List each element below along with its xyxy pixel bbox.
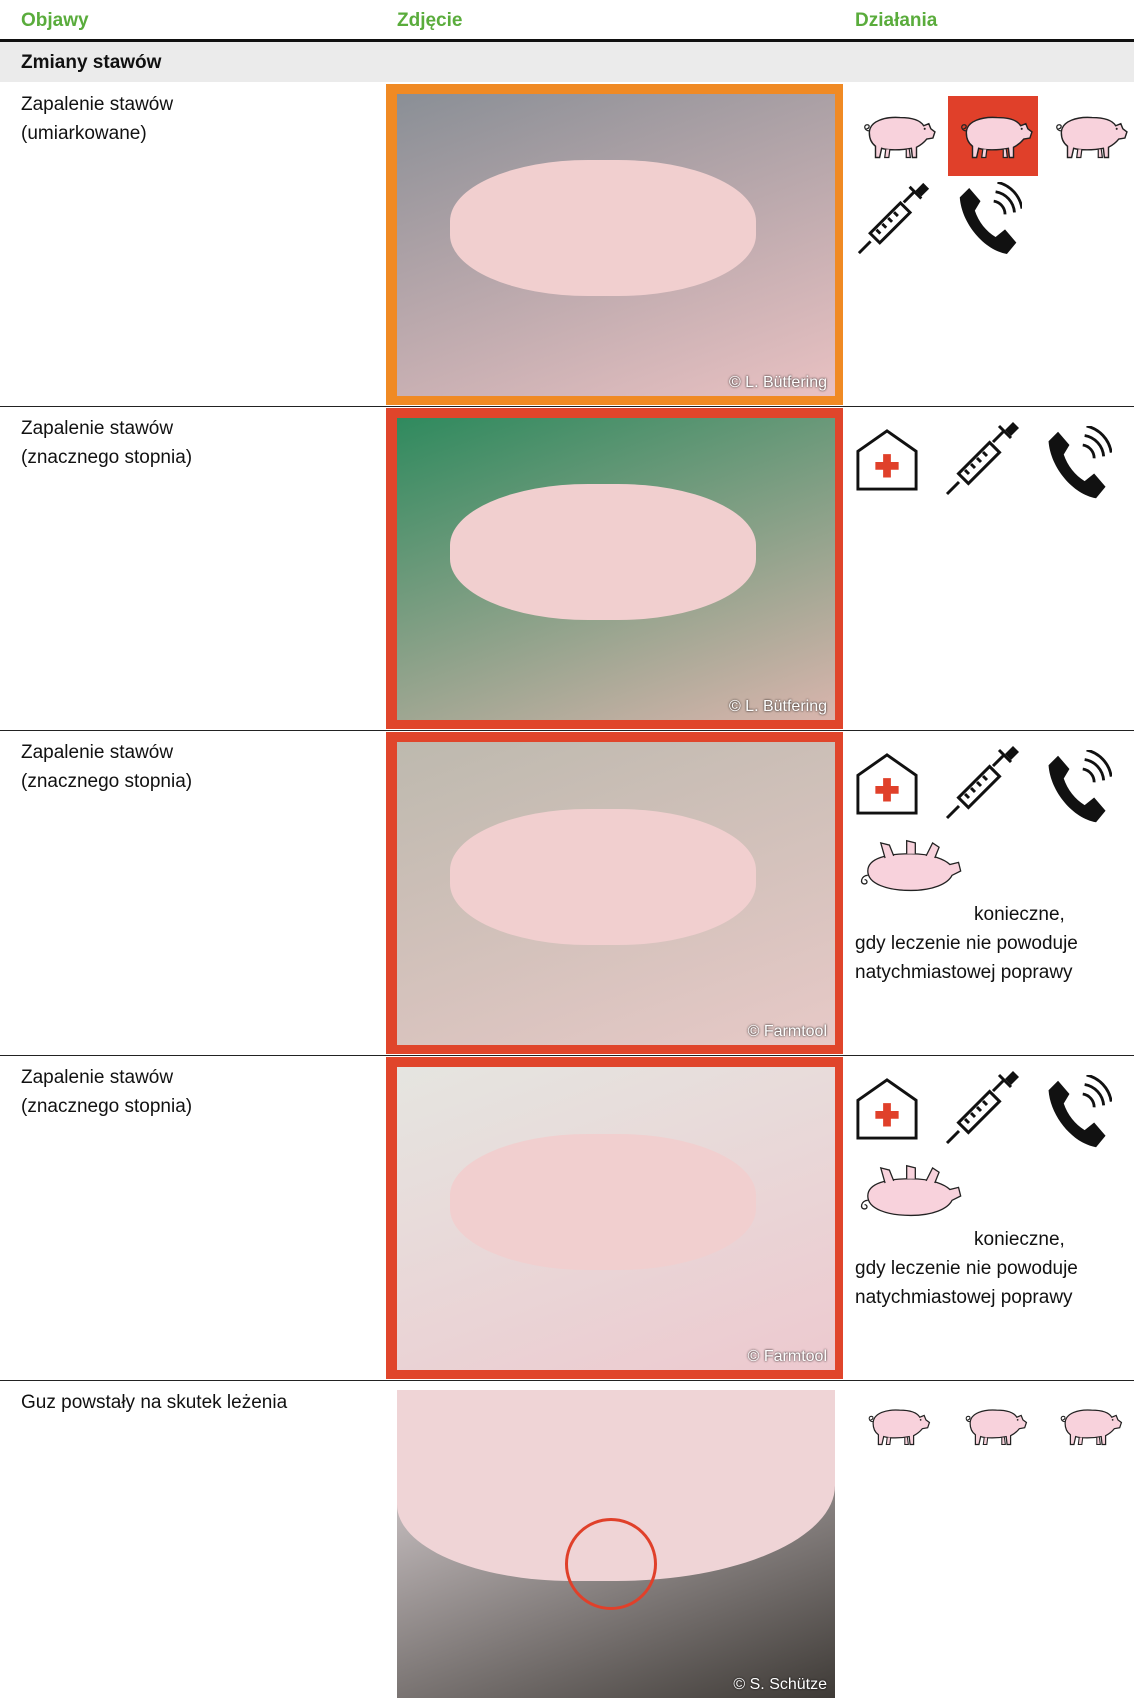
photo-credit: © S. Schütze: [733, 1676, 827, 1693]
pig-icon: [855, 1404, 937, 1448]
photo-credit: © Farmtool: [747, 1348, 827, 1365]
symptom: (znacznego stopnia): [21, 1096, 193, 1117]
syringe-icon: [943, 742, 1023, 822]
phone-icon: [1044, 750, 1112, 826]
action-note: konieczne,: [974, 1229, 1065, 1250]
action-note: gdy leczenie nie powoduje: [855, 933, 1078, 954]
house-icon: [855, 1077, 919, 1141]
column-header: Zdjęcie: [397, 10, 463, 31]
phone-icon: [1044, 1075, 1112, 1151]
action-note: natychmiastowej poprawy: [855, 962, 1073, 983]
section-title: Zmiany stawów: [21, 52, 162, 73]
highlight-circle: [565, 1518, 657, 1610]
pig-icon: [952, 108, 1034, 164]
phone-icon: [956, 182, 1022, 258]
pigback-icon: [857, 838, 965, 904]
photo-subject: [449, 484, 757, 621]
house-icon: [855, 752, 919, 816]
photo-subject: [449, 160, 757, 297]
syringe-icon: [855, 178, 933, 258]
symptom: (znacznego stopnia): [21, 771, 193, 792]
syringe-icon: [943, 418, 1023, 498]
symptom: (znacznego stopnia): [21, 447, 193, 468]
pig-icon: [952, 1404, 1034, 1448]
symptom: Zapalenie stawów: [21, 742, 174, 763]
column-header: Objawy: [21, 10, 89, 31]
section-band: [0, 42, 1134, 82]
pigback-icon: [857, 1163, 965, 1229]
row-rule: [0, 730, 1134, 731]
row-rule: [0, 1380, 1134, 1381]
symptom: Zapalenie stawów: [21, 418, 174, 439]
photo-credit: © L. Bütfering: [728, 374, 827, 391]
photo-subject: [449, 808, 757, 945]
photo-credit: © Farmtool: [747, 1023, 827, 1040]
pig-icon: [1047, 1404, 1129, 1448]
syringe-icon: [943, 1067, 1023, 1147]
photo: © L. Bütfering: [397, 418, 835, 720]
symptom: (umiarkowane): [21, 123, 147, 144]
action-note: natychmiastowej poprawy: [855, 1287, 1073, 1308]
symptom: Zapalenie stawów: [21, 94, 174, 115]
symptom: Guz powstały na skutek leżenia: [21, 1392, 288, 1413]
photo: © Farmtool: [397, 742, 835, 1045]
pig-icon: [1047, 108, 1129, 164]
header-rule: [0, 39, 1134, 42]
photo-credit: © L. Bütfering: [728, 698, 827, 715]
phone-icon: [1044, 426, 1112, 502]
row-rule: [0, 406, 1134, 407]
row-rule: [0, 1055, 1134, 1056]
photo: © Farmtool: [397, 1067, 835, 1370]
action-note: gdy leczenie nie powoduje: [855, 1258, 1078, 1279]
photo-subject: [449, 1133, 757, 1270]
column-header: Działania: [855, 10, 938, 31]
photo: © L. Bütfering: [397, 94, 835, 396]
photo: © S. Schütze: [397, 1390, 835, 1698]
house-icon: [855, 428, 919, 492]
action-note: konieczne,: [974, 904, 1065, 925]
pig-icon: [855, 108, 937, 164]
symptom: Zapalenie stawów: [21, 1067, 174, 1088]
